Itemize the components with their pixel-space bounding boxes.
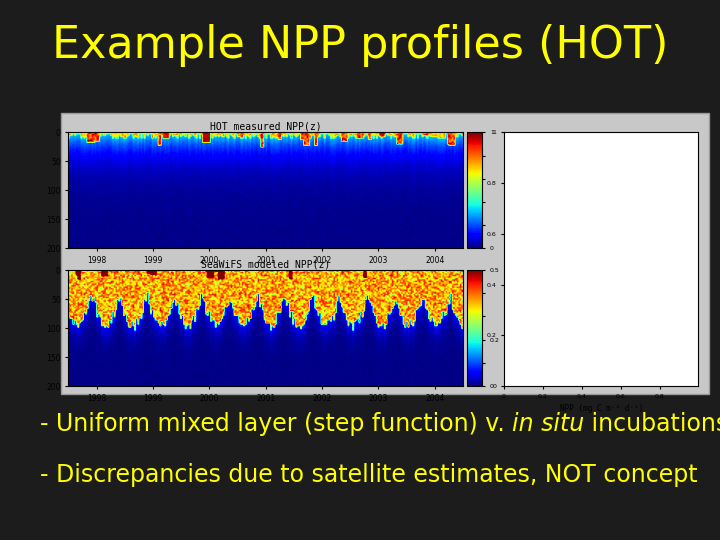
Text: in situ: in situ (512, 412, 584, 436)
Text: - Discrepancies due to satellite estimates, NOT concept: - Discrepancies due to satellite estimat… (40, 463, 697, 487)
X-axis label: NPP (mg C m⁻³ d⁻¹): NPP (mg C m⁻³ d⁻¹) (559, 404, 643, 413)
Text: incubations: incubations (584, 412, 720, 436)
FancyBboxPatch shape (61, 113, 709, 394)
Title: SeaWiFS modeled NPP(z): SeaWiFS modeled NPP(z) (201, 259, 330, 269)
Title: HOT measured NPP(z): HOT measured NPP(z) (210, 122, 322, 132)
Text: - Uniform mixed layer (step function) v.: - Uniform mixed layer (step function) v. (40, 412, 512, 436)
Text: Example NPP profiles (HOT): Example NPP profiles (HOT) (52, 24, 668, 68)
